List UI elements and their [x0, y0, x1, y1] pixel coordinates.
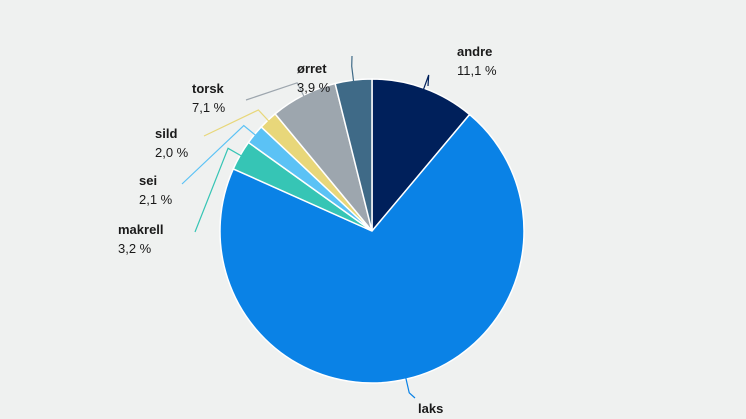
slice-label: torsk [192, 81, 225, 96]
slice-label: andre [457, 44, 492, 59]
value-label: 11,1 % [457, 63, 497, 78]
leader-line [245, 82, 305, 101]
slice-label: sild [155, 126, 177, 141]
leader-line [194, 147, 243, 233]
slice-label: sei [139, 173, 157, 188]
slice-label: makrell [118, 222, 164, 237]
leader-line [203, 109, 270, 137]
slice-label: laks [418, 401, 443, 416]
leader-line [351, 55, 355, 83]
value-label: 3,9 % [297, 80, 331, 95]
leader-line [422, 74, 430, 91]
leader-line [405, 377, 416, 399]
value-label: 2,1 % [139, 192, 173, 207]
slice-label: ørret [297, 61, 327, 76]
value-label: 2,0 % [155, 145, 189, 160]
leader-line [181, 124, 257, 185]
value-label: 3,2 % [118, 241, 152, 256]
value-label: 7,1 % [192, 100, 226, 115]
